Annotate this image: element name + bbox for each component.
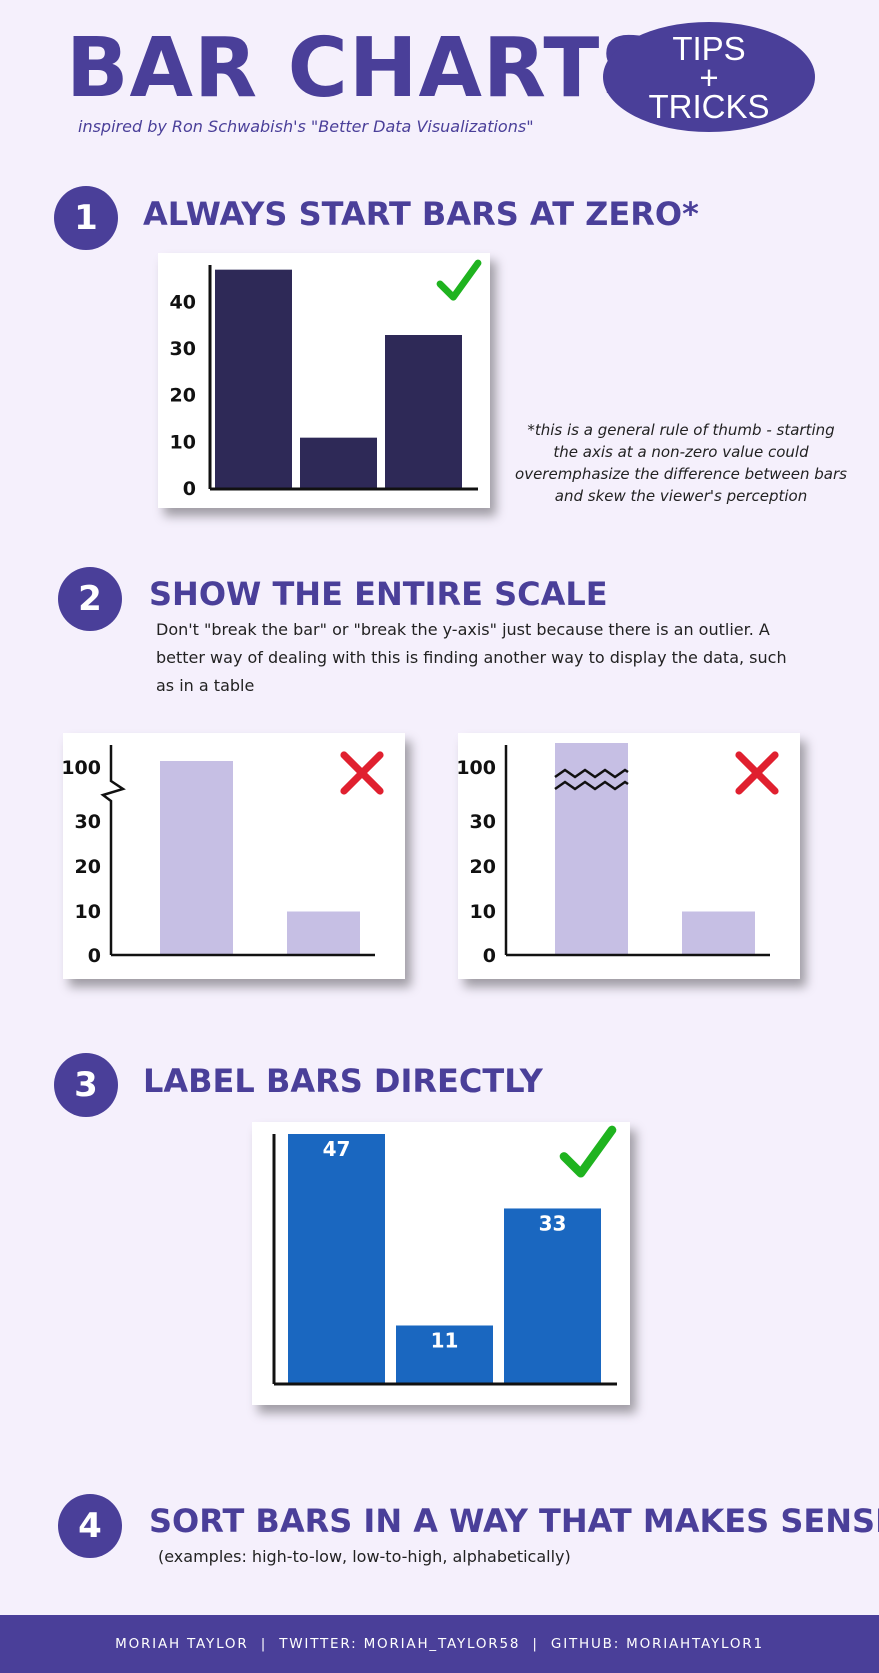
badge-line-3: TRICKS [648,87,770,125]
footer-credits: MORIAH TAYLOR | TWITTER: MORIAH_TAYLOR58… [0,1615,879,1673]
section-1-number: 1 [54,186,118,250]
chart-1-card: 0 10 20 30 40 [158,253,490,508]
y-tick-label: 100 [63,757,101,779]
bar [385,335,462,489]
section-1-note: *this is a general rule of thumb - start… [515,421,847,505]
check-icon [559,1125,617,1178]
bar [682,911,755,954]
section-3-number: 3 [54,1053,118,1117]
bar-data-label: 33 [539,1211,567,1235]
bar [160,761,233,954]
y-tick-label: 30 [170,338,196,360]
bar [300,437,377,489]
y-tick-label: 30 [470,811,496,833]
section-2-number: 2 [58,567,122,631]
bar [288,1134,385,1384]
y-tick-label: 30 [75,811,101,833]
chart-2-card: 0 10 20 30 100 [61,733,405,979]
section-1-title: ALWAYS START BARS AT ZERO* [143,195,699,233]
chart-3: 0 10 20 30 100 [456,743,779,967]
page-title: BAR CHARTS [66,21,661,116]
y-tick-label: 0 [88,945,101,967]
y-tick-label: 100 [458,757,496,779]
bar [555,743,628,954]
chart-4-card: 47 11 33 [252,1122,630,1405]
cross-icon [340,751,384,795]
bar-data-label: 11 [431,1328,459,1352]
section-4-body: (examples: high-to-low, low-to-high, alp… [158,1547,571,1566]
bar-break-zigzag [554,768,629,779]
y-tick-label: 10 [470,901,496,923]
y-tick-label: 20 [170,385,196,407]
y-tick-label: 0 [483,945,496,967]
cross-icon [735,751,779,795]
chart-3-card: 0 10 20 30 100 [456,733,800,979]
y-tick-label: 10 [75,901,101,923]
tips-tricks-badge: TIPS + TRICKS [603,22,815,132]
chart-1: 0 10 20 30 40 [170,259,482,500]
bar [504,1208,601,1384]
y-tick-label: 20 [470,856,496,878]
section-3-title: LABEL BARS DIRECTLY [143,1062,543,1100]
y-tick-label: 0 [183,478,196,500]
bar [215,269,292,489]
section-4-title: SORT BARS IN A WAY THAT MAKES SENSE [149,1502,879,1540]
footer-text: MORIAH TAYLOR | TWITTER: MORIAH_TAYLOR58… [115,1636,764,1652]
y-tick-label: 40 [170,291,196,313]
badge-line-1: TIPS [672,29,746,67]
cross-stroke [735,751,779,795]
badge-line-2: + [699,58,719,96]
y-tick-label: 10 [170,431,196,453]
bar-data-label: 47 [323,1137,351,1161]
page-subtitle: inspired by Ron Schwabish's "Better Data… [78,117,534,136]
cross-stroke [340,751,384,795]
chart-2: 0 10 20 30 100 [61,745,384,967]
bar [396,1325,493,1384]
y-tick-label: 20 [75,856,101,878]
bar-break-zigzag [554,780,629,791]
check-icon [436,259,482,301]
y-axis-broken [100,745,126,955]
section-2-title: SHOW THE ENTIRE SCALE [149,575,608,613]
section-4-number: 4 [58,1494,122,1558]
section-2-body: Don't "break the bar" or "break the y-ax… [156,620,787,695]
bar [287,911,360,954]
chart-4: 47 11 33 [272,1125,617,1386]
